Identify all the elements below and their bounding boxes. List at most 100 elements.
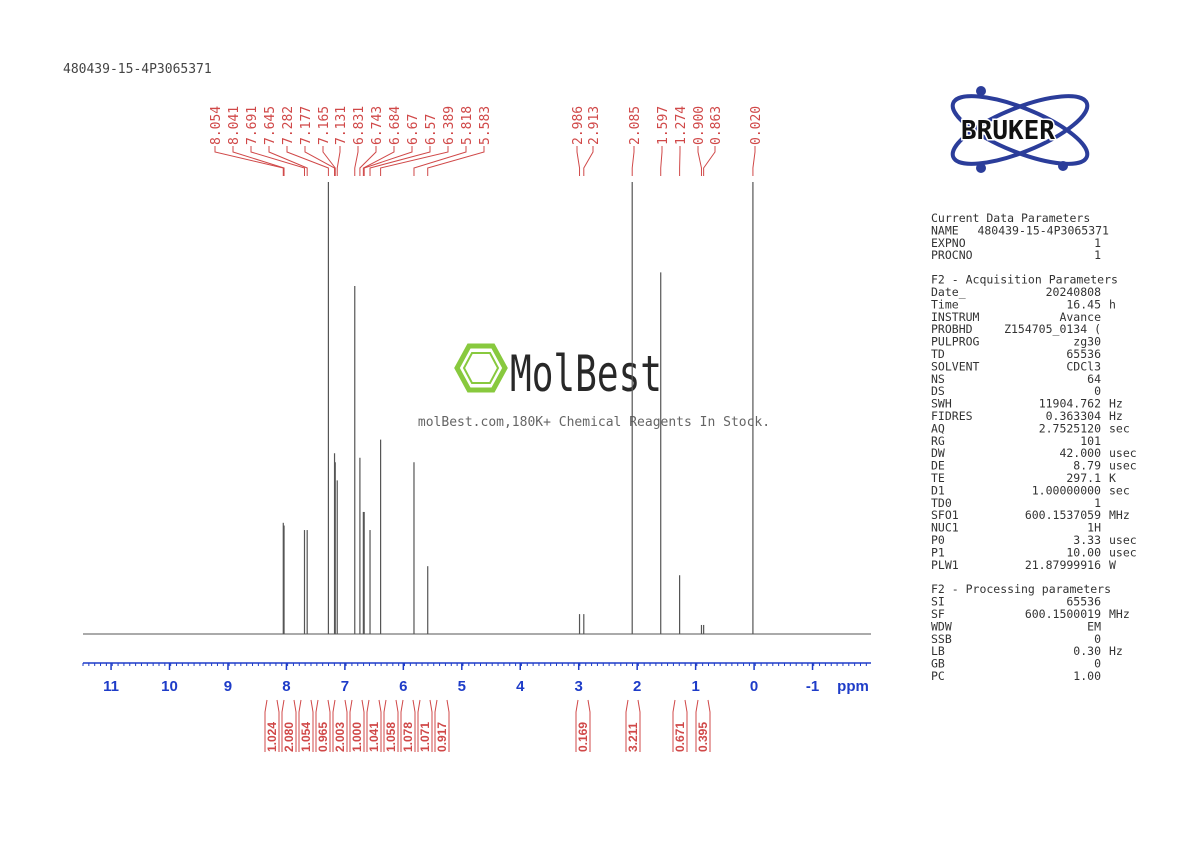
integral-bracket: [298, 699, 302, 752]
param-unit: sec: [1109, 421, 1130, 435]
peak-connector: [660, 146, 663, 176]
peak-label: 2.986: [571, 106, 586, 145]
param-unit: usec: [1109, 446, 1137, 460]
integral-bracket: [395, 699, 399, 752]
param-unit: Hz: [1109, 409, 1123, 423]
x-tick-label: 1: [691, 678, 699, 695]
integral-bracket: [412, 699, 416, 752]
integral-bracket: [695, 699, 699, 752]
param-value: 0: [1094, 632, 1101, 646]
orbit: [950, 94, 1090, 166]
x-tick-label: 0: [750, 678, 758, 695]
param-key: D1: [931, 483, 945, 497]
integral-label: 0.169: [576, 722, 590, 752]
integral-bracket: [434, 699, 438, 752]
param-key: NUC1: [931, 521, 959, 535]
x-tick-label: 11: [103, 678, 119, 695]
integral-label: 1.058: [384, 722, 398, 752]
param-key: DE: [931, 459, 945, 473]
x-tick-label: 8: [282, 678, 290, 695]
param-key: PROCNO: [931, 248, 973, 262]
peak-connector: [250, 146, 305, 176]
x-tick-label: 10: [161, 678, 178, 695]
integral-label: 2.003: [333, 722, 347, 752]
param-key: Date_: [931, 285, 966, 299]
param-key: PC: [931, 669, 945, 683]
x-tick-label: 6: [399, 678, 407, 695]
param-key: SSB: [931, 632, 952, 646]
peak-label: 7.165: [317, 106, 332, 145]
param-heading: F2 - Acquisition Parameters: [931, 273, 1118, 287]
integral-label: 1.054: [299, 722, 313, 752]
param-key: RG: [931, 434, 945, 448]
param-unit: usec: [1109, 533, 1137, 547]
hexagon: [454, 343, 508, 393]
integral-bracket: [310, 699, 314, 752]
peak-connector: [369, 146, 431, 176]
orbit: [950, 94, 1090, 166]
peak-label: 7.282: [281, 106, 296, 145]
param-heading: F2 - Processing parameters: [931, 582, 1111, 596]
peak-label: 6.684: [388, 106, 403, 145]
peak-connector: [363, 146, 413, 176]
integral-bracket: [293, 699, 297, 752]
peak-label: 0.900: [692, 106, 707, 145]
x-tick-label: 5: [458, 678, 466, 695]
peak-label: 8.041: [227, 106, 242, 145]
param-key: INSTRUM: [931, 310, 980, 324]
integral-bracket: [429, 699, 433, 752]
param-value: 20240808: [1046, 285, 1101, 299]
peak-label: 8.054: [209, 106, 224, 145]
peak-label: 6.743: [370, 106, 385, 145]
param-key: WDW: [931, 619, 952, 633]
x-tick-label: 3: [575, 678, 583, 695]
param-value: 600.1500019: [1025, 607, 1101, 621]
peak-label: 2.913: [587, 106, 602, 145]
param-value: 101: [1080, 434, 1101, 448]
integral-bracket: [575, 699, 579, 752]
param-key: NAME: [931, 223, 959, 237]
integral-bracket: [684, 699, 688, 752]
param-key: P1: [931, 545, 945, 559]
peak-connector: [232, 146, 285, 176]
peak-connector: [576, 146, 581, 176]
param-value: 0: [1094, 384, 1101, 398]
param-value: 3.33: [1073, 533, 1101, 547]
peak-connector: [304, 146, 336, 176]
param-key: SOLVENT: [931, 359, 980, 373]
param-value: 64: [1087, 372, 1101, 386]
param-unit: sec: [1109, 483, 1130, 497]
param-value: 480439-15-4P3065371: [977, 223, 1109, 237]
param-key: GB: [931, 657, 945, 671]
integral-bracket: [417, 699, 421, 752]
param-value: 8.79: [1073, 459, 1101, 473]
param-unit: usec: [1109, 459, 1137, 473]
param-key: PROBHD: [931, 322, 973, 336]
param-unit: usec: [1109, 545, 1137, 559]
integral-label: 0.395: [696, 722, 710, 752]
integral-label: 1.071: [418, 722, 432, 752]
integral-label: 0.917: [435, 722, 449, 752]
dot: [976, 86, 986, 96]
param-value: 600.1537059: [1025, 508, 1101, 522]
integral-bracket: [625, 699, 629, 752]
x-tick-label: 9: [224, 678, 232, 695]
integral-bracket: [327, 699, 331, 752]
watermark: MolBest molBest.com,180K+ Chemical Reage…: [418, 343, 770, 430]
integral-bracket: [315, 699, 319, 752]
tagline: molBest.com,180K+ Chemical Reagents In S…: [418, 415, 770, 430]
param-key: FIDRES: [931, 409, 973, 423]
integral-label: 0.671: [673, 722, 687, 752]
param-value: Avance: [1059, 310, 1101, 324]
peak-label: 7.131: [334, 106, 349, 145]
integral-bracket: [446, 699, 450, 752]
dot: [976, 163, 986, 173]
integral-bracket: [587, 699, 591, 752]
x-axis-label: ppm: [837, 678, 869, 695]
integral-bracket: [400, 699, 404, 752]
param-key: TD: [931, 347, 945, 361]
param-value: Z154705_0134 (: [1004, 322, 1101, 336]
param-key: NS: [931, 372, 945, 386]
peak-connector: [268, 146, 308, 176]
